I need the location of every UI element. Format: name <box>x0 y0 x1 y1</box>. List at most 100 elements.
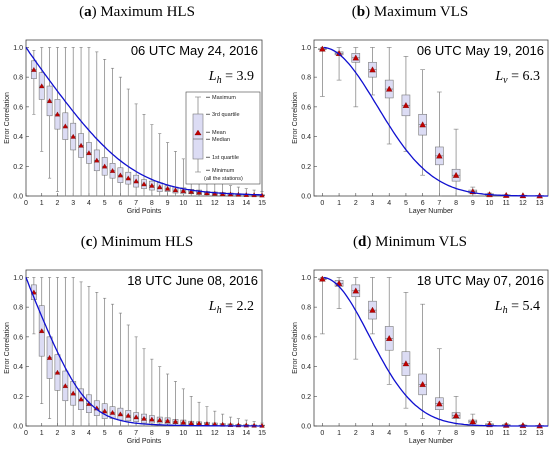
mean-marker <box>204 190 210 196</box>
box-29 <box>259 422 265 428</box>
mean-marker <box>452 412 460 419</box>
mean-marker <box>54 369 61 375</box>
box-7 <box>86 47 92 197</box>
mean-marker <box>54 111 61 117</box>
mean-marker <box>352 287 360 294</box>
mean-marker <box>46 98 53 103</box>
box-1 <box>38 277 45 405</box>
panel-name: Minimum VLS <box>375 234 467 250</box>
legend-note: (all the stations) <box>204 176 243 182</box>
x-tick-label: 5 <box>404 430 408 437</box>
mean-marker <box>141 415 147 421</box>
x-tick-label: 15 <box>258 430 266 437</box>
x-tick-label: 1 <box>40 200 44 207</box>
x-tick-label: 8 <box>454 430 458 437</box>
mean-marker <box>125 412 131 418</box>
box-7 <box>435 348 444 427</box>
length-scale-value: = 2.2 <box>222 299 254 314</box>
mean-marker <box>402 102 410 108</box>
fit-curve <box>323 276 548 427</box>
box-23 <box>211 410 218 427</box>
x-tick-label: 3 <box>71 430 75 437</box>
box-3 <box>368 277 377 335</box>
mean-marker <box>172 418 179 424</box>
mean-marker <box>188 188 194 194</box>
y-tick-label: 0.6 <box>13 104 23 111</box>
x-tick-label: 5 <box>404 200 408 207</box>
y-tick-label: 0.8 <box>13 75 23 82</box>
x-tick-label: 9 <box>166 430 170 437</box>
x-tick-label: 10 <box>486 200 494 207</box>
box-5 <box>401 291 411 409</box>
mean-marker <box>102 408 108 414</box>
box-0 <box>318 45 327 97</box>
x-axis-label: Grid Points <box>127 438 162 445</box>
x-tick-label: 13 <box>536 200 544 207</box>
box-25 <box>227 185 234 197</box>
length-scale-value: = 5.4 <box>508 299 540 314</box>
mean-marker <box>157 417 163 423</box>
box-11 <box>117 76 124 197</box>
x-tick-label: 5 <box>103 200 107 207</box>
mean-marker <box>149 182 155 188</box>
legend-maximum: Maximum <box>212 95 236 101</box>
mean-marker <box>419 381 426 387</box>
box-5 <box>401 56 411 152</box>
legend-mean-marker <box>194 129 202 136</box>
x-tick-label: 6 <box>118 430 122 437</box>
x-tick-label: 11 <box>503 430 510 437</box>
box-28 <box>251 189 258 198</box>
mean-marker <box>31 67 37 72</box>
legend-minimum: Minimum <box>212 168 235 174</box>
fit-curve <box>25 277 262 427</box>
mean-marker <box>86 150 92 155</box>
x-tick-label: 0 <box>320 430 324 437</box>
x-tick-label: 1 <box>337 430 341 437</box>
length-scale-value: = 3.9 <box>222 69 254 84</box>
x-tick-label: 0 <box>24 430 28 437</box>
y-tick-label: 0.0 <box>13 424 23 431</box>
panel-letter: b <box>357 4 365 20</box>
x-tick-label: 6 <box>118 200 122 207</box>
box-4 <box>384 47 394 145</box>
box-14 <box>141 348 147 427</box>
box-2 <box>351 277 361 360</box>
x-tick-label: 7 <box>437 430 441 437</box>
box-15 <box>148 358 155 427</box>
y-tick-label: 1.0 <box>13 45 23 52</box>
panel-title: (b) Maximum VLS <box>352 4 468 20</box>
length-scale-symbol: L <box>208 69 217 84</box>
mean-marker <box>402 360 410 367</box>
mean-marker <box>70 390 76 396</box>
box-19 <box>180 158 187 197</box>
x-tick-label: 2 <box>354 430 358 437</box>
x-tick-label: 13 <box>227 430 235 437</box>
box-2 <box>46 277 53 419</box>
box-16 <box>156 133 163 197</box>
x-tick-label: 2 <box>56 200 60 207</box>
mean-marker <box>125 175 131 181</box>
x-tick-label: 10 <box>486 430 494 437</box>
y-tick-label: 0.4 <box>301 134 311 141</box>
box-12 <box>125 88 132 197</box>
box-12 <box>125 324 132 427</box>
legend-q3: 3rd quartile <box>212 112 240 118</box>
box-20 <box>188 395 195 427</box>
x-tick-label: 4 <box>387 200 391 207</box>
y-tick-label: 0.6 <box>301 334 311 341</box>
panel-title: (d) Minimum VLS <box>353 234 467 250</box>
box-8 <box>93 291 100 427</box>
panel-letter: c <box>86 234 93 250</box>
y-tick-label: 0.2 <box>13 394 23 401</box>
box-8 <box>451 128 461 197</box>
mean-marker <box>164 418 171 423</box>
paren-close: ) <box>365 4 374 20</box>
box-2 <box>351 47 361 108</box>
x-tick-label: 4 <box>87 430 91 437</box>
legend-mean: Mean <box>212 130 226 136</box>
x-tick-label: 4 <box>87 200 91 207</box>
box-15 <box>148 124 155 197</box>
x-axis-label: Grid Points <box>127 208 162 215</box>
x-tick-label: 12 <box>211 200 219 207</box>
